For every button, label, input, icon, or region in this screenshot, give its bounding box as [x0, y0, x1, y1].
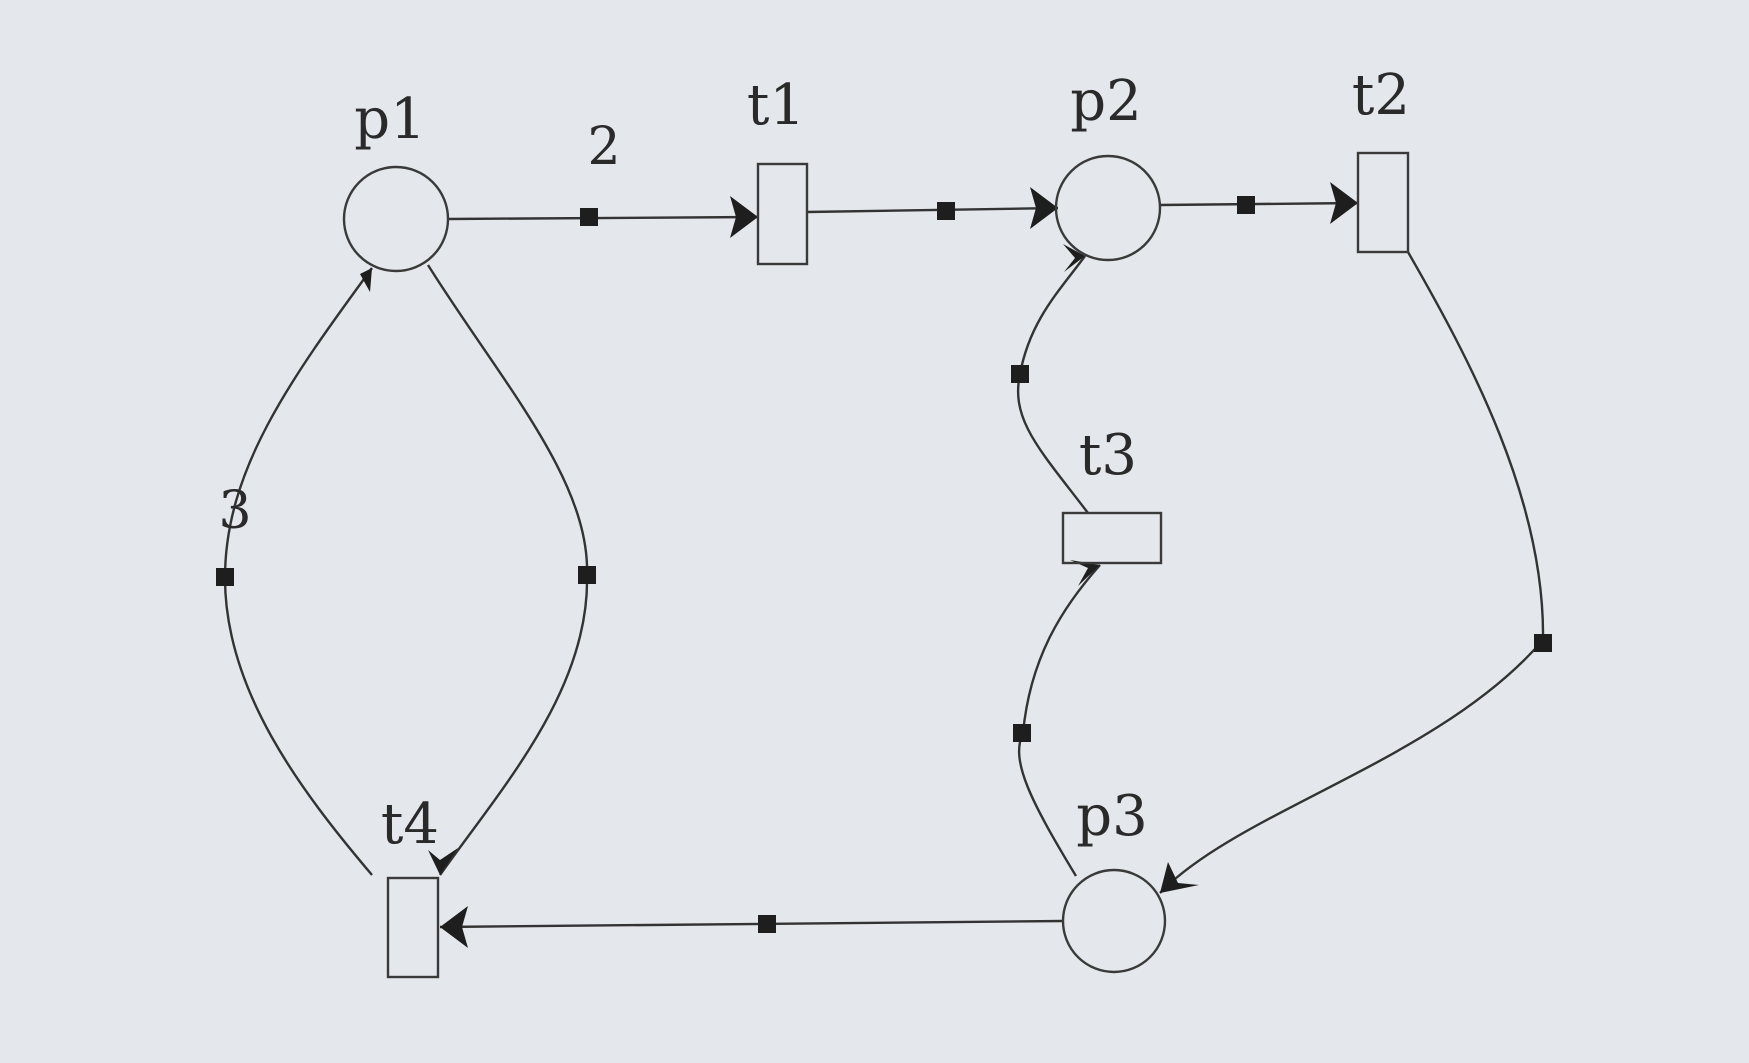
arc-p3-t4-marker	[758, 915, 776, 933]
place-p1-label: p1	[354, 87, 425, 152]
arc-t4-p1	[223, 267, 373, 876]
arc-t3-p2	[1016, 255, 1089, 514]
place-p2-label: p2	[1070, 69, 1141, 134]
arc-t2-p3	[1159, 251, 1545, 894]
arrowhead-t4-from-p1	[428, 848, 458, 875]
arc-p3-t4	[439, 919, 1064, 929]
arc-p1-t1	[447, 215, 759, 221]
arc-t1-p2	[806, 206, 1059, 214]
transition-t4-label: t4	[381, 792, 439, 857]
arrowhead-p2-from-t3	[1063, 244, 1085, 272]
arc-t2-p3-marker	[1534, 634, 1552, 652]
arc-p1-t1-marker	[580, 208, 598, 226]
arrowhead-p3-from-t2	[1160, 862, 1199, 893]
transitions	[386, 151, 1410, 979]
transition-t4[interactable]	[386, 876, 440, 979]
place-p3[interactable]	[1061, 868, 1167, 974]
arc-p2-t2	[1159, 201, 1359, 207]
arc-t4-p1-weight: 3	[218, 481, 251, 541]
arc-p1-t4-marker	[578, 566, 596, 584]
place-p1[interactable]	[342, 165, 450, 273]
arc-t4-p1-marker	[216, 568, 234, 586]
node-labels: p1 p2 p3 t1 t2 t3 t4	[354, 63, 1410, 857]
transition-t2[interactable]	[1356, 151, 1410, 254]
transition-t3[interactable]	[1061, 511, 1163, 565]
arc-p3-t3-marker	[1013, 724, 1031, 742]
places	[342, 154, 1167, 974]
arc-p1-t4	[426, 264, 589, 876]
arc-markers	[216, 196, 1552, 933]
arc-t3-p2-marker	[1011, 365, 1029, 383]
arc-t1-p2-marker	[937, 202, 955, 220]
arc-p1-t1-weight: 2	[587, 117, 620, 177]
transition-t1[interactable]	[756, 162, 809, 266]
arrowhead-t2	[1330, 182, 1358, 224]
arrowhead-t1	[730, 196, 758, 238]
place-p2[interactable]	[1054, 154, 1162, 262]
arrowhead-p2-from-t1	[1030, 187, 1058, 229]
arrowhead-t3	[1070, 560, 1100, 586]
arrowheads	[348, 182, 1358, 948]
arc-p2-t2-marker	[1237, 196, 1255, 214]
transition-t1-label: t1	[747, 73, 805, 138]
arc-weight-labels: 2 3	[218, 117, 620, 541]
arrowhead-t4-from-p3	[440, 906, 468, 948]
transition-t3-label: t3	[1079, 423, 1137, 488]
place-p3-label: p3	[1076, 784, 1147, 849]
arrowhead-p1-from-t4	[348, 268, 372, 292]
transition-t2-label: t2	[1352, 63, 1410, 128]
